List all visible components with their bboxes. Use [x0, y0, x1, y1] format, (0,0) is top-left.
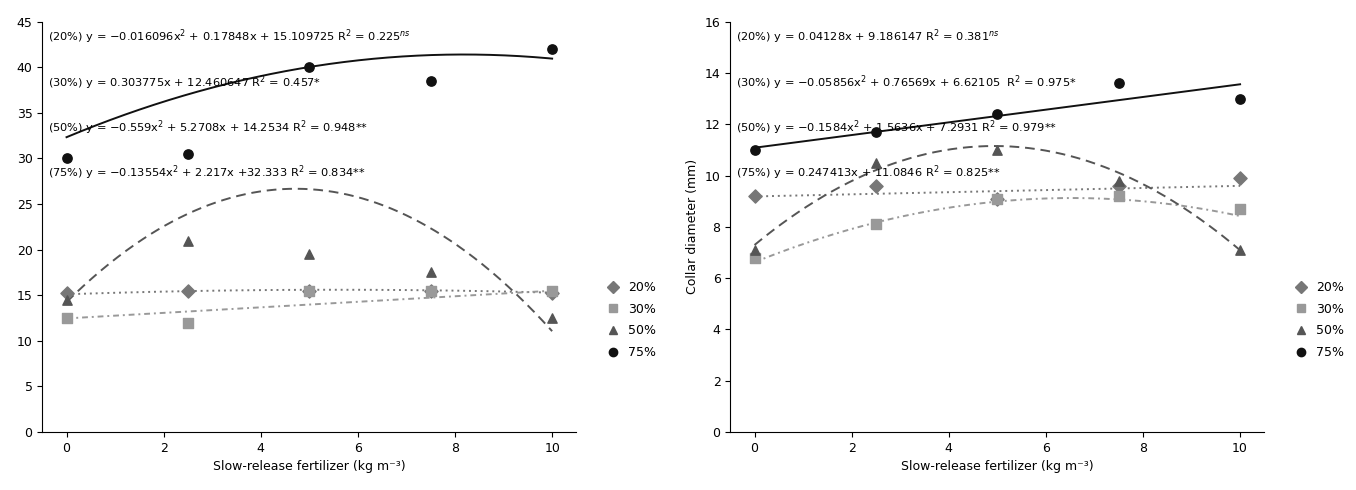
X-axis label: Slow-release fertilizer (kg m⁻³): Slow-release fertilizer (kg m⁻³) [900, 460, 1094, 473]
Point [865, 159, 887, 167]
Point [178, 287, 199, 294]
Point [986, 110, 1008, 118]
Text: (50%) y = $-$0.559x$^2$ + 5.2708x + 14.2534 R$^2$ = 0.948**: (50%) y = $-$0.559x$^2$ + 5.2708x + 14.2… [47, 118, 367, 137]
Point [541, 314, 563, 322]
Text: (20%) y = 0.04128x + 9.186147 R$^2$ = 0.381$^{ns}$: (20%) y = 0.04128x + 9.186147 R$^2$ = 0.… [735, 28, 999, 47]
Point [298, 250, 320, 258]
Point [1108, 192, 1130, 200]
Point [56, 314, 77, 322]
Point [1108, 79, 1130, 87]
Legend: 20%, 30%, 50%, 75%: 20%, 30%, 50%, 75% [1283, 276, 1349, 364]
Point [56, 154, 77, 162]
Point [298, 287, 320, 294]
Y-axis label: Collar diameter (mm): Collar diameter (mm) [686, 159, 700, 294]
Text: (30%) y = $-$0.05856x$^2$ + 0.76569x + 6.62105  R$^2$ = 0.975*: (30%) y = $-$0.05856x$^2$ + 0.76569x + 6… [735, 73, 1077, 92]
Point [743, 192, 765, 200]
Point [420, 287, 442, 294]
X-axis label: Slow-release fertilizer (kg m⁻³): Slow-release fertilizer (kg m⁻³) [213, 460, 405, 473]
Point [541, 45, 563, 53]
Point [986, 146, 1008, 154]
Point [56, 290, 77, 297]
Point [986, 195, 1008, 202]
Point [865, 220, 887, 228]
Point [298, 63, 320, 71]
Point [865, 182, 887, 190]
Point [178, 318, 199, 326]
Text: (75%) y = $-$0.13554x$^2$ + 2.217x +32.333 R$^2$ = 0.834**: (75%) y = $-$0.13554x$^2$ + 2.217x +32.3… [47, 163, 365, 182]
Legend: 20%, 30%, 50%, 75%: 20%, 30%, 50%, 75% [595, 276, 660, 364]
Point [541, 287, 563, 294]
Point [1108, 177, 1130, 185]
Point [1230, 205, 1252, 213]
Point [1230, 174, 1252, 182]
Point [420, 287, 442, 294]
Point [56, 296, 77, 304]
Text: (75%) y = 0.247413x + 11.0846 R$^2$ = 0.825**: (75%) y = 0.247413x + 11.0846 R$^2$ = 0.… [735, 163, 1001, 182]
Point [865, 128, 887, 136]
Point [986, 195, 1008, 202]
Point [420, 269, 442, 276]
Point [743, 254, 765, 262]
Point [178, 150, 199, 158]
Point [1108, 182, 1130, 190]
Point [178, 237, 199, 245]
Point [298, 287, 320, 294]
Point [743, 246, 765, 254]
Text: (30%) y = 0.303775x + 12.460647 R$^2$ = 0.457*: (30%) y = 0.303775x + 12.460647 R$^2$ = … [47, 73, 320, 92]
Text: (20%) y = $-$0.016096x$^2$ + 0.17848x + 15.109725 R$^2$ = 0.225$^{ns}$: (20%) y = $-$0.016096x$^2$ + 0.17848x + … [47, 28, 411, 47]
Point [541, 290, 563, 297]
Point [420, 77, 442, 85]
Point [1230, 95, 1252, 102]
Point [743, 146, 765, 154]
Text: (50%) y = $-$0.1584x$^2$ + 1.5636x + 7.2931 R$^2$ = 0.979**: (50%) y = $-$0.1584x$^2$ + 1.5636x + 7.2… [735, 118, 1056, 137]
Point [1230, 246, 1252, 254]
